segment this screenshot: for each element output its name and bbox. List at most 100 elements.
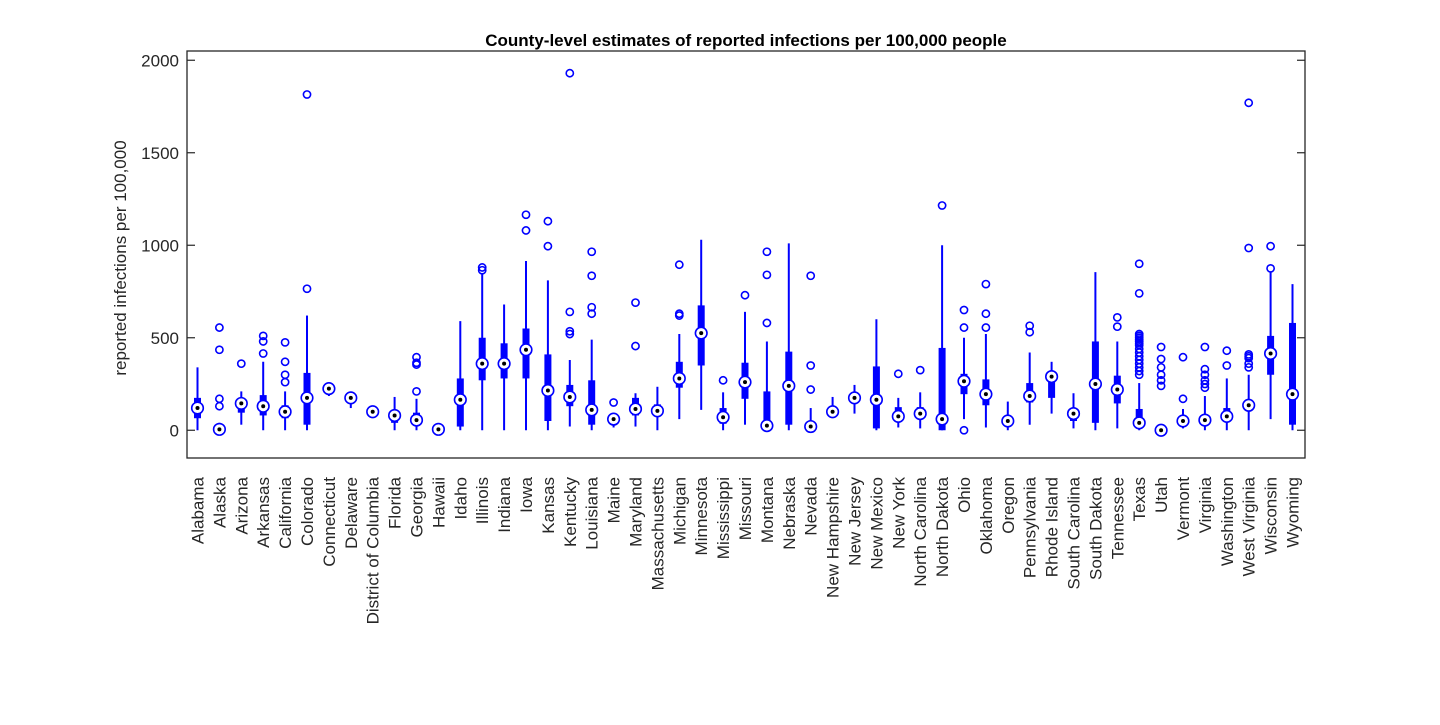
median-dot — [633, 406, 638, 411]
median-dot — [830, 409, 835, 414]
outlier-point — [258, 349, 268, 358]
outlier-point — [740, 290, 750, 300]
box-group — [716, 375, 730, 431]
median-dot — [436, 427, 441, 432]
x-tick-label: Nevada — [802, 476, 821, 535]
box-group — [212, 323, 226, 436]
x-tick-label: Illinois — [473, 477, 492, 524]
outlier-point — [1222, 346, 1232, 356]
median-dot — [1159, 428, 1164, 433]
outlier-point — [1266, 263, 1275, 273]
x-tick-label: Oklahoma — [977, 476, 996, 554]
x-tick-label: Idaho — [451, 477, 470, 520]
box-group — [694, 239, 708, 410]
outlier-point — [1156, 342, 1166, 352]
outlier-point — [236, 359, 246, 369]
outlier-point — [477, 265, 487, 275]
outlier-point — [1266, 241, 1275, 251]
median-dot — [1290, 392, 1295, 397]
box-group — [650, 386, 665, 431]
median-dot — [545, 388, 550, 393]
y-tick-label: 1000 — [141, 236, 179, 255]
x-tick-label: Iowa — [517, 476, 536, 512]
outlier-point — [981, 309, 991, 319]
box-group — [825, 396, 840, 419]
x-tick-label: New York — [889, 477, 908, 549]
outlier-point — [258, 331, 268, 341]
median-dot — [743, 380, 747, 385]
x-tick-label: Georgia — [408, 476, 427, 537]
x-tick-label: New Hampshire — [824, 477, 843, 598]
outlier-point — [521, 226, 531, 235]
iqr-box — [1289, 322, 1296, 425]
box-group — [475, 263, 489, 431]
box-group — [563, 68, 577, 427]
median-dot — [896, 414, 901, 419]
outlier-point — [258, 337, 268, 346]
outlier-point — [1025, 321, 1035, 331]
iqr-box — [588, 380, 596, 425]
median-dot — [940, 417, 945, 422]
box-group — [913, 365, 927, 429]
median-dot — [699, 331, 704, 336]
median-dot — [195, 406, 200, 411]
x-tick-label: Wisconsin — [1262, 477, 1281, 554]
median-dot — [480, 361, 485, 366]
outlier-point — [1178, 394, 1188, 404]
median-dot — [918, 411, 923, 416]
box-group — [935, 201, 949, 431]
median-dot — [1202, 418, 1207, 423]
outlier-point — [587, 247, 597, 257]
outlier-point — [762, 270, 772, 280]
x-tick-label: Minnesota — [692, 476, 711, 555]
iqr-box — [938, 347, 946, 431]
outlier-point — [915, 365, 925, 375]
median-dot — [567, 394, 572, 399]
median-dot — [721, 415, 726, 420]
outlier-point — [280, 370, 290, 380]
outlier-point — [214, 394, 224, 404]
outlier-point — [543, 241, 553, 251]
outlier-point — [1134, 288, 1144, 298]
outlier-point — [1156, 354, 1166, 364]
median-dot — [326, 386, 331, 391]
median-dot — [524, 347, 528, 352]
box-group — [344, 391, 358, 409]
box-group — [278, 337, 292, 431]
median-dot — [502, 361, 507, 366]
outlier-point — [1244, 349, 1254, 359]
x-tick-label: Missouri — [736, 477, 755, 540]
outlier-point — [1244, 243, 1254, 253]
box-group — [300, 90, 314, 431]
outlier-point — [280, 337, 290, 347]
x-tick-label: Maryland — [627, 477, 646, 547]
box-group — [1220, 346, 1234, 431]
outlier-point — [1156, 381, 1166, 391]
median-dot — [1071, 411, 1076, 416]
x-tick-label: Louisiana — [583, 476, 602, 549]
iqr-box — [763, 391, 771, 431]
y-tick-label: 500 — [151, 329, 179, 348]
x-tick-label: Michigan — [670, 477, 689, 545]
outlier-point — [1244, 98, 1254, 108]
median-dot — [370, 409, 375, 414]
outlier-point — [280, 357, 290, 367]
box-group — [409, 352, 424, 431]
outlier-point — [1156, 375, 1166, 385]
y-axis-ticks: 0 500 1000 1500 2000 — [141, 51, 1305, 440]
outlier-point — [521, 210, 531, 220]
box-group — [979, 279, 993, 428]
x-tick-label: Kansas — [539, 477, 558, 534]
box-marks — [190, 68, 1300, 437]
box-group — [1263, 241, 1278, 420]
box-group — [431, 422, 446, 436]
median-dot — [348, 395, 353, 400]
outlier-point — [959, 323, 969, 332]
outlier-point — [412, 358, 421, 368]
box-group — [256, 331, 270, 431]
box-group — [804, 271, 818, 434]
box-group — [322, 382, 336, 397]
outlier-point — [1156, 362, 1166, 372]
median-dot — [962, 379, 966, 384]
